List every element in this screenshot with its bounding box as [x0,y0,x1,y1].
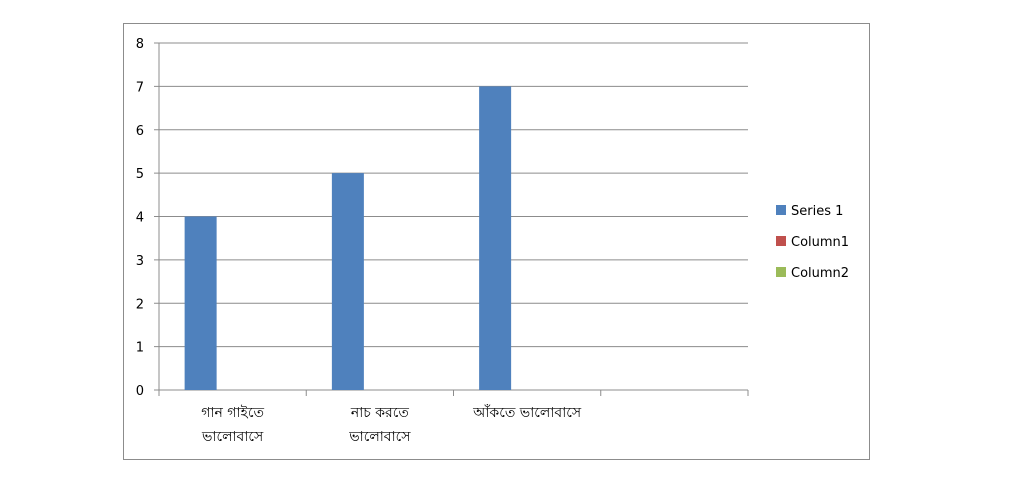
y-tick-label: 4 [136,211,144,226]
legend-swatch [776,205,786,215]
legend-label: Column1 [791,235,849,250]
bar [331,173,364,390]
axes [154,42,749,396]
y-tick-label: 5 [136,167,144,182]
x-category-label: ভালোবাসে [201,429,264,445]
bars [184,86,512,390]
y-tick-label: 0 [136,384,144,399]
y-tick-label: 1 [136,341,144,356]
x-category-label: আঁকতে ভালোবাসে [472,404,582,421]
y-tick-label: 6 [136,124,144,139]
y-tick-label: 3 [136,254,144,269]
x-category-label: নাচ করতে [350,405,410,421]
y-tick-label: 8 [136,37,144,52]
x-category-label: গান গাইতে [201,404,264,421]
legend: Series 1 Column1 Column2 [776,204,849,281]
legend-swatch [776,236,786,246]
y-tick-label: 7 [136,80,144,95]
x-category-labels: গান গাইতে ভালোবাসে নাচ করতে ভালোবাসে আঁকতে ভ… [201,404,582,445]
legend-label: Series 1 [791,204,843,219]
gridlines [159,42,748,348]
y-tick-labels: 0 1 2 3 4 5 6 7 8 [136,37,144,399]
legend-label: Column2 [791,266,849,281]
legend-swatch [776,267,786,277]
bar [479,86,512,390]
bar [184,216,217,390]
y-tick-label: 2 [136,297,144,312]
x-category-label: ভালোবাসে [348,429,411,445]
